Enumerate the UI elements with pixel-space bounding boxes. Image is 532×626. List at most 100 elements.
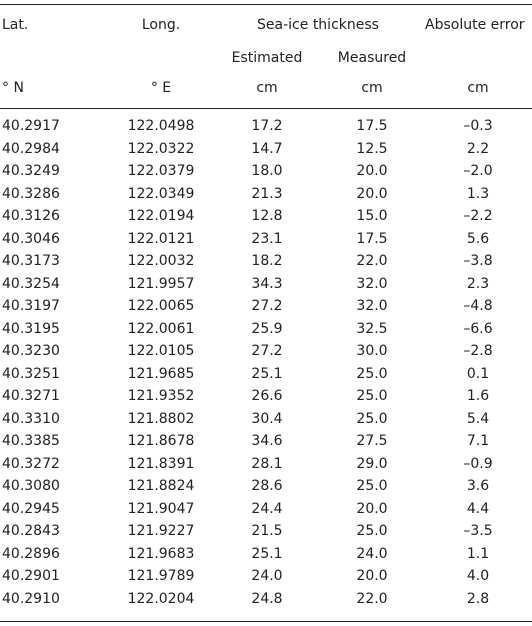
measured-cell: 25.0: [356, 365, 388, 382]
longitude-cell: 122.0349: [127, 185, 195, 202]
unit: cm: [467, 80, 489, 96]
absolute-error-cell: –3.5: [463, 523, 493, 539]
latitude-cell: 40.2843: [2, 523, 60, 539]
latitude-cell: 40.3251: [2, 365, 60, 382]
estimated-cell: 26.6: [251, 388, 283, 404]
estimated-cell: 18.2: [251, 253, 283, 269]
longitude-cell: 121.9352: [127, 388, 195, 404]
measured-cell: 17.5: [356, 230, 388, 247]
estimated-cell: 25.1: [251, 365, 283, 382]
latitude-cell: 40.3272: [2, 455, 60, 472]
latitude-cell: 40.3271: [2, 388, 60, 404]
estimated-cell: 17.2: [251, 118, 283, 134]
latitude-cell: 40.3254: [2, 275, 60, 292]
estimated-cell: 21.3: [251, 185, 283, 202]
estimated-cell: 24.8: [251, 590, 283, 607]
measured-cell: 22.0: [356, 253, 388, 269]
measured-cell: 20.0: [356, 163, 388, 179]
absolute-error-cell: –2.2: [463, 208, 493, 224]
col-header: Estimated: [231, 50, 303, 66]
longitude-cell: 122.0194: [127, 208, 195, 224]
measured-cell: 32.0: [356, 275, 388, 292]
measured-cell: 22.0: [356, 590, 388, 607]
absolute-error-cell: –6.6: [463, 320, 493, 337]
latitude-cell: 40.2917: [2, 118, 60, 134]
latitude-cell: 40.3046: [2, 230, 60, 247]
estimated-cell: 28.6: [251, 478, 283, 494]
latitude-cell: 40.3195: [2, 320, 60, 337]
longitude-cell: 121.9047: [127, 500, 195, 517]
absolute-error-cell: 4.0: [466, 568, 490, 584]
estimated-cell: 24.4: [251, 500, 283, 517]
latitude-cell: 40.3080: [2, 478, 60, 494]
measured-cell: 30.0: [356, 343, 388, 359]
absolute-error-cell: –4.8: [463, 298, 493, 314]
longitude-cell: 121.8391: [127, 455, 195, 472]
longitude-cell: 121.9957: [127, 275, 195, 292]
measured-cell: 12.5: [356, 140, 388, 157]
latitude-cell: 40.3249: [2, 163, 60, 179]
latitude-cell: 40.2984: [2, 140, 60, 157]
latitude-cell: 40.2945: [2, 500, 60, 517]
col-group-header: Sea-ice thickness: [257, 17, 379, 33]
latitude-cell: 40.3126: [2, 208, 60, 224]
unit: ° E: [150, 80, 172, 96]
absolute-error-cell: –2.0: [463, 163, 493, 179]
measured-cell: 20.0: [356, 568, 388, 584]
col-header: Absolute error: [425, 17, 525, 33]
unit: cm: [256, 80, 278, 96]
absolute-error-cell: 4.4: [466, 500, 490, 517]
estimated-cell: 12.8: [251, 208, 283, 224]
absolute-error-cell: 1.3: [466, 185, 490, 202]
longitude-cell: 121.8824: [127, 478, 195, 494]
latitude-cell: 40.3310: [2, 410, 60, 427]
longitude-cell: 121.8802: [127, 410, 195, 427]
measured-cell: 17.5: [356, 118, 388, 134]
longitude-cell: 122.0105: [127, 343, 195, 359]
col-header: Measured: [337, 50, 407, 66]
estimated-cell: 30.4: [251, 410, 283, 427]
measured-cell: 20.0: [356, 500, 388, 517]
measured-cell: 25.0: [356, 478, 388, 494]
unit: ° N: [2, 80, 24, 96]
latitude-cell: 40.3385: [2, 433, 60, 449]
absolute-error-cell: 2.8: [466, 590, 490, 607]
latitude-cell: 40.3286: [2, 185, 60, 202]
absolute-error-cell: 5.4: [466, 410, 490, 427]
estimated-cell: 14.7: [251, 140, 283, 157]
estimated-cell: 24.0: [251, 568, 283, 584]
col-header: Long.: [141, 17, 181, 33]
measured-cell: 32.5: [356, 320, 388, 337]
measured-cell: 25.0: [356, 523, 388, 539]
longitude-cell: 121.9227: [127, 523, 195, 539]
estimated-cell: 27.2: [251, 298, 283, 314]
latitude-cell: 40.3197: [2, 298, 60, 314]
estimated-cell: 21.5: [251, 523, 283, 539]
estimated-cell: 25.1: [251, 545, 283, 562]
latitude-cell: 40.3230: [2, 343, 60, 359]
top-rule: [0, 4, 532, 5]
header-rule: [0, 108, 532, 109]
longitude-cell: 122.0204: [127, 590, 195, 607]
absolute-error-cell: –2.8: [463, 343, 493, 359]
estimated-cell: 27.2: [251, 343, 283, 359]
longitude-cell: 122.0498: [127, 118, 195, 134]
measured-cell: 27.5: [356, 433, 388, 449]
bottom-rule: [0, 621, 532, 622]
unit: cm: [361, 80, 383, 96]
measured-cell: 20.0: [356, 185, 388, 202]
longitude-cell: 121.9685: [127, 365, 195, 382]
estimated-cell: 34.3: [251, 275, 283, 292]
absolute-error-cell: 3.6: [466, 478, 490, 494]
longitude-cell: 121.8678: [127, 433, 195, 449]
absolute-error-cell: 0.1: [466, 365, 490, 382]
measured-cell: 25.0: [356, 410, 388, 427]
measured-cell: 25.0: [356, 388, 388, 404]
absolute-error-cell: –3.8: [463, 253, 493, 269]
absolute-error-cell: 1.6: [466, 388, 490, 404]
absolute-error-cell: 5.6: [466, 230, 490, 247]
latitude-cell: 40.3173: [2, 253, 60, 269]
latitude-cell: 40.2910: [2, 590, 60, 607]
absolute-error-cell: 2.3: [466, 275, 490, 292]
